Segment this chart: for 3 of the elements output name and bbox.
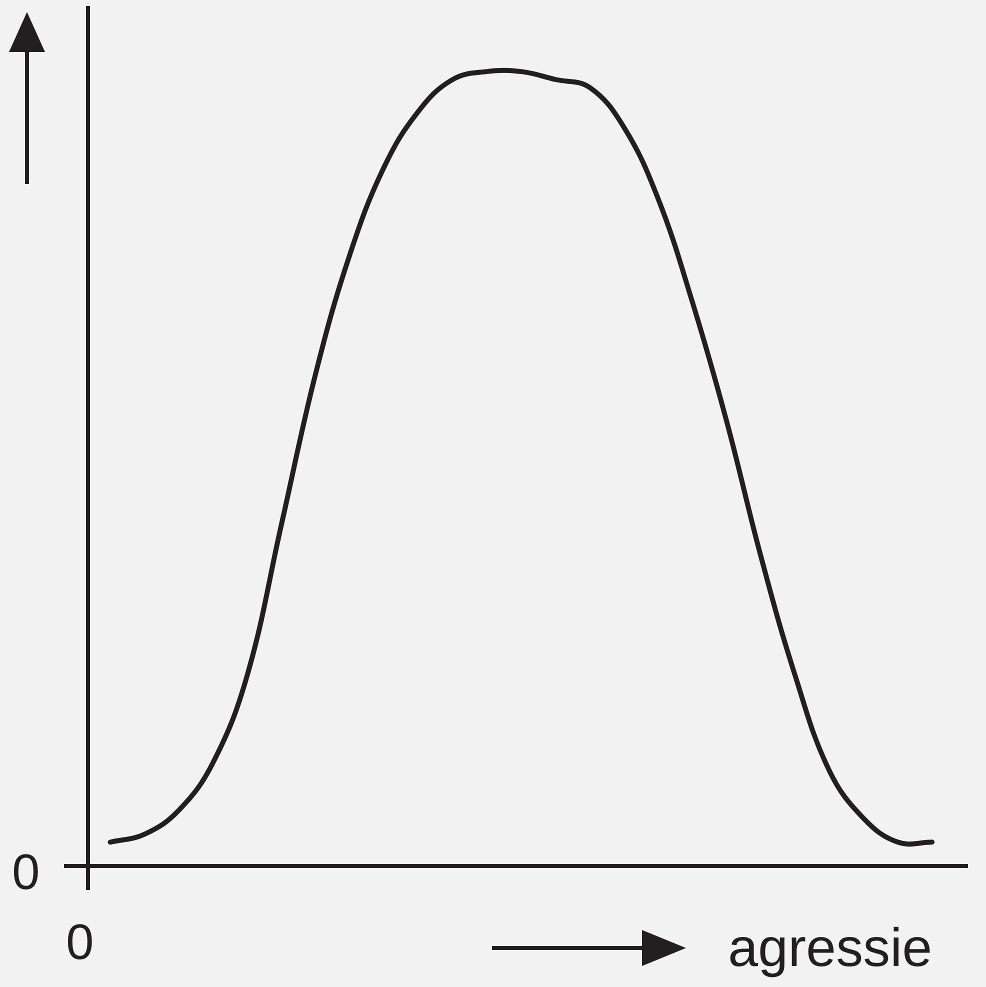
x-axis-title: agressie [728,918,932,978]
text: 0 [66,914,94,970]
text: 0 [12,844,40,900]
